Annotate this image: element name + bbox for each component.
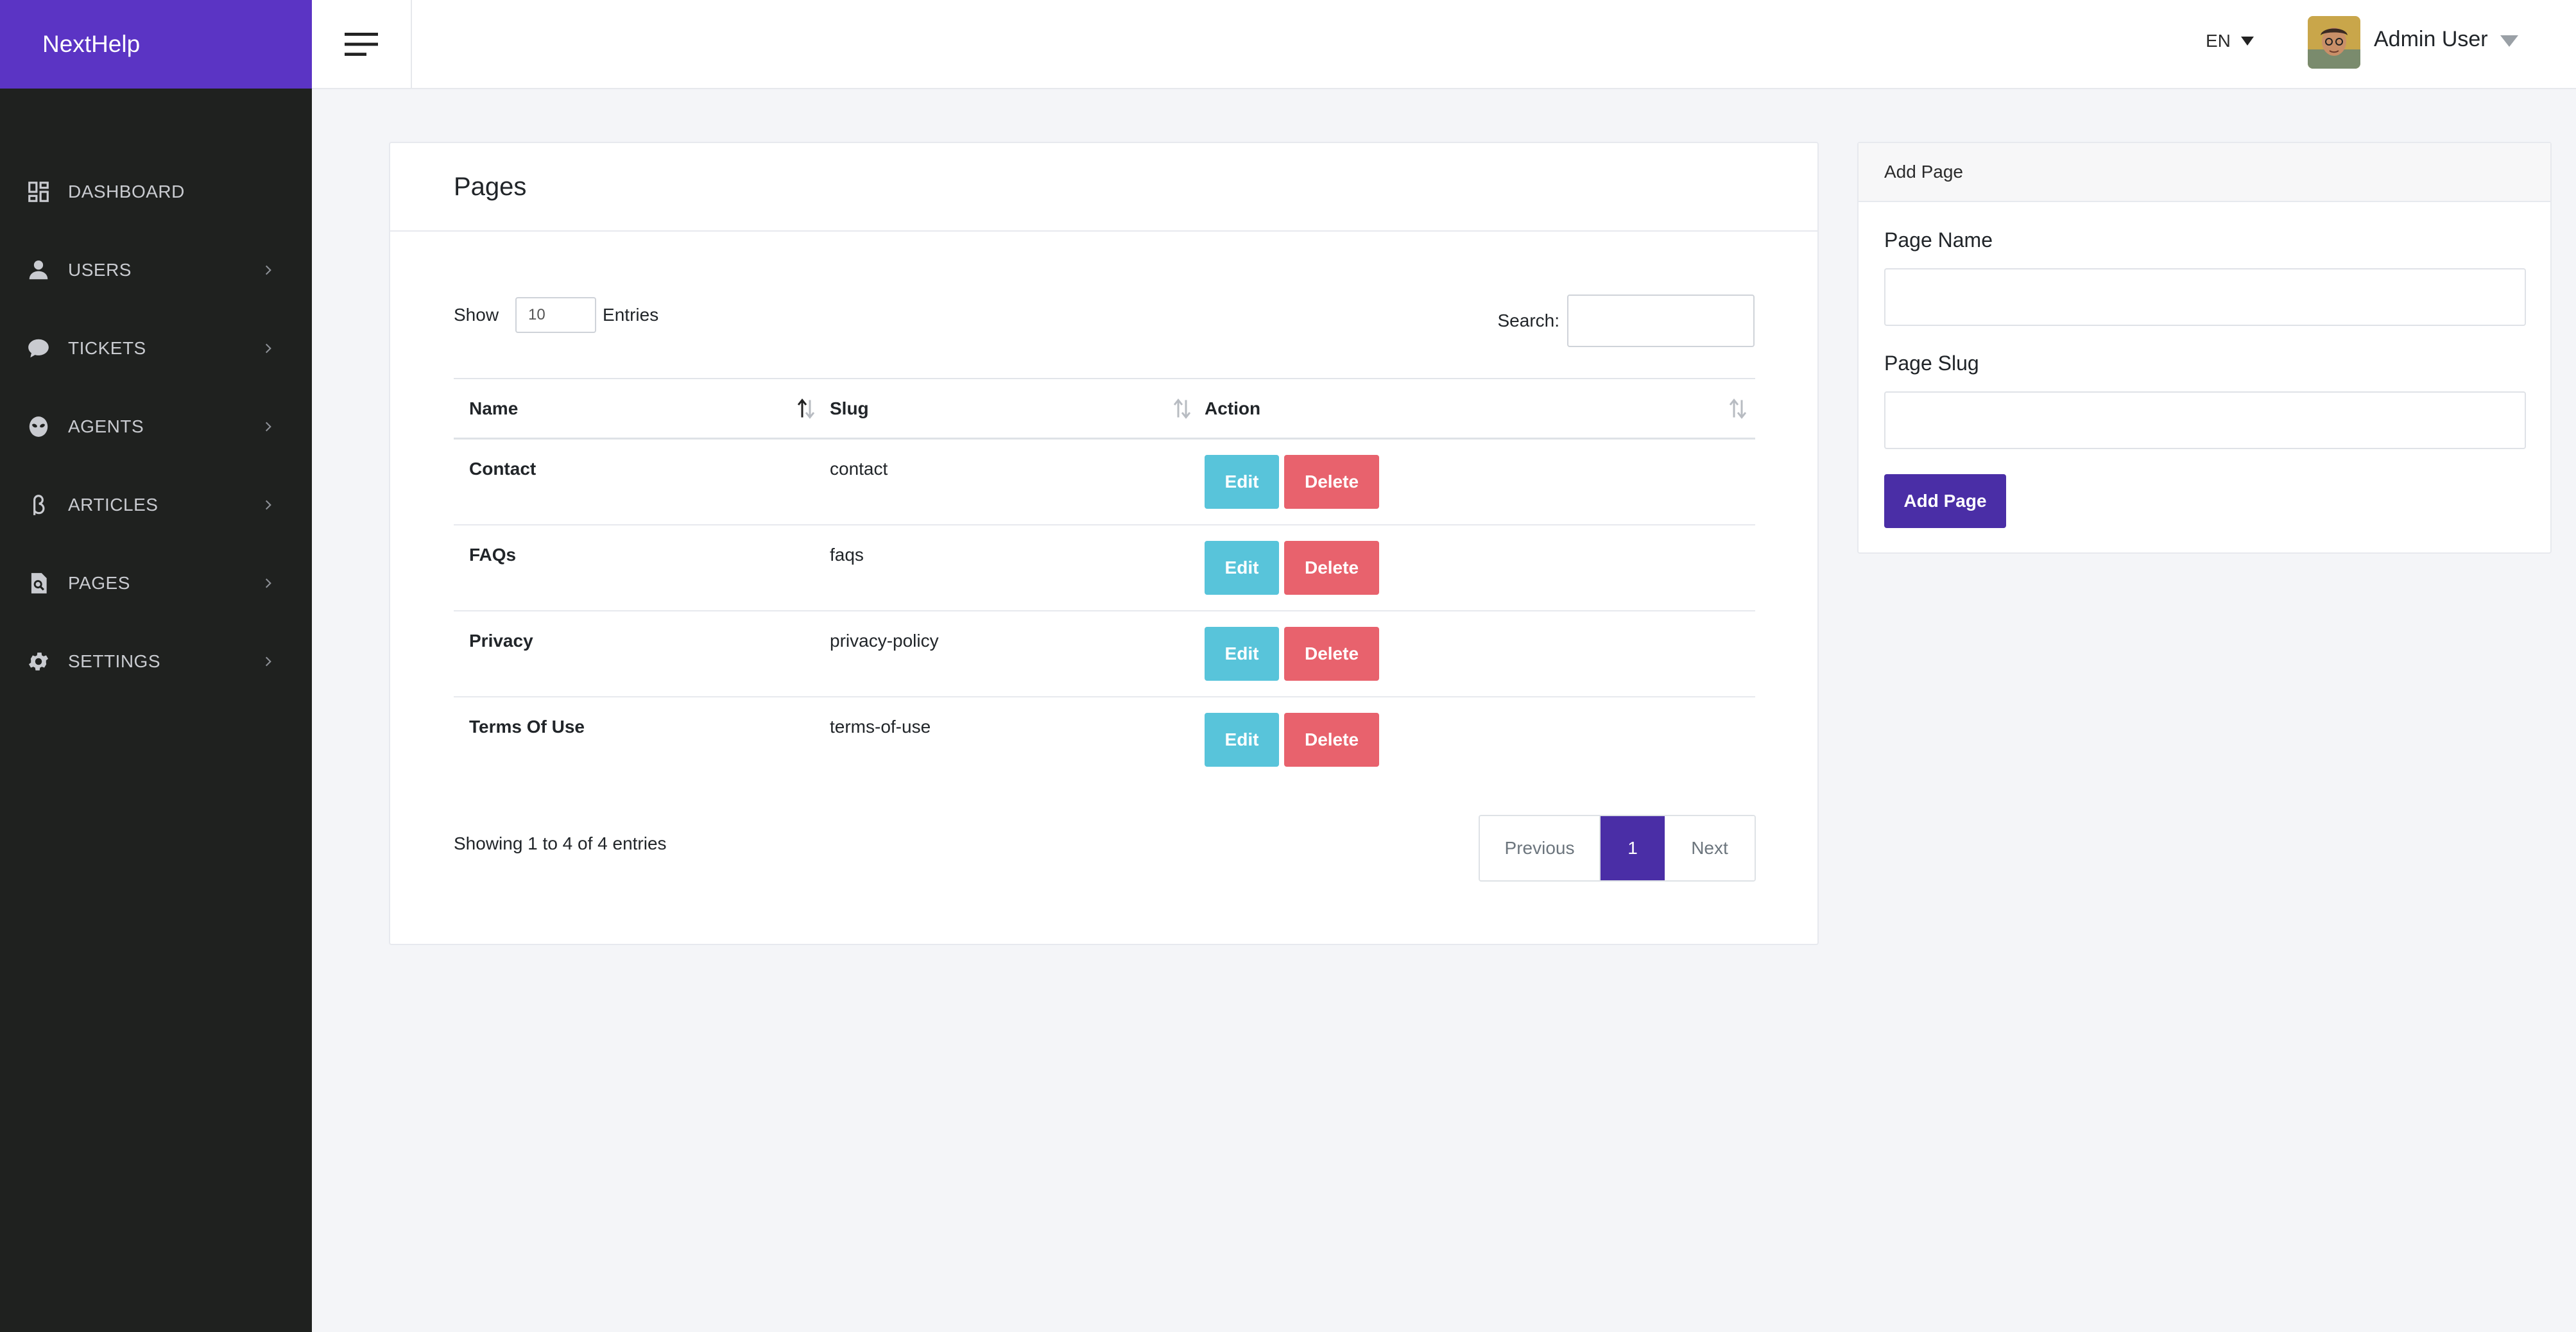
sidebar-item-label: TICKETS bbox=[68, 338, 146, 358]
chevron-right-icon bbox=[262, 264, 275, 277]
sidebar-item-label: ARTICLES bbox=[68, 495, 159, 515]
language-label: EN bbox=[2206, 31, 2231, 51]
cell-actions: Edit Delete bbox=[1205, 440, 1379, 509]
sidebar-item-label: AGENTS bbox=[68, 416, 144, 436]
pagination-page-1[interactable]: 1 bbox=[1601, 816, 1665, 880]
pages-card: Pages Show 10 Entries Search: Name Slug bbox=[389, 142, 1819, 945]
sidebar-item-label: USERS bbox=[68, 260, 132, 280]
cell-page-slug: faqs bbox=[830, 545, 864, 565]
delete-button[interactable]: Delete bbox=[1284, 627, 1379, 681]
sort-ascending-icon bbox=[796, 397, 816, 420]
delete-button[interactable]: Delete bbox=[1284, 713, 1379, 767]
show-label: Show bbox=[454, 305, 499, 325]
delete-button[interactable]: Delete bbox=[1284, 541, 1379, 595]
sidebar-item-label: PAGES bbox=[68, 573, 130, 593]
chevron-right-icon bbox=[262, 655, 275, 668]
caret-down-icon bbox=[2240, 37, 2254, 46]
entries-select[interactable]: 10 bbox=[515, 297, 597, 333]
sidebar-item-tickets[interactable]: TICKETS bbox=[0, 309, 312, 388]
brand-logo[interactable]: NextHelp bbox=[0, 0, 312, 89]
edit-button[interactable]: Edit bbox=[1205, 627, 1279, 681]
delete-button[interactable]: Delete bbox=[1284, 455, 1379, 509]
table-header: Name Slug Action bbox=[454, 378, 1755, 440]
add-page-header: Add Page bbox=[1859, 143, 2550, 202]
add-page-card: Add Page Page Name Page Slug Add Page bbox=[1857, 142, 2552, 554]
sidebar-item-settings[interactable]: SETTINGS bbox=[0, 622, 312, 701]
table-row: Privacy privacy-policy Edit Delete bbox=[454, 611, 1755, 697]
page-slug-input[interactable] bbox=[1884, 391, 2526, 449]
sidebar-item-users[interactable]: USERS bbox=[0, 231, 312, 309]
sidebar-item-pages[interactable]: PAGES bbox=[0, 544, 312, 622]
edit-button[interactable]: Edit bbox=[1205, 541, 1279, 595]
chevron-right-icon bbox=[262, 342, 275, 355]
search-input[interactable] bbox=[1567, 295, 1755, 347]
column-header-slug[interactable]: Slug bbox=[830, 379, 1205, 438]
chevron-right-icon bbox=[262, 499, 275, 511]
table-search: Search: bbox=[1498, 295, 1755, 347]
entries-label: Entries bbox=[603, 305, 659, 325]
sort-icon bbox=[1728, 397, 1747, 420]
table-row: Contact contact Edit Delete bbox=[454, 440, 1755, 525]
chevron-down-icon[interactable] bbox=[2500, 35, 2518, 47]
page-name-label: Page Name bbox=[1884, 228, 1993, 252]
dashboard-icon bbox=[26, 179, 51, 205]
user-icon bbox=[26, 257, 51, 283]
user-name[interactable]: Admin User bbox=[2374, 27, 2488, 51]
entries-control: Show 10 Entries bbox=[454, 297, 658, 333]
page-title: Pages bbox=[454, 172, 527, 201]
chat-bubble-icon bbox=[26, 336, 51, 361]
sidebar-nav: DASHBOARD USERS TICKETS AGENTS bbox=[0, 153, 312, 701]
pagination-previous-button[interactable]: Previous bbox=[1480, 816, 1601, 880]
sidebar-item-label: DASHBOARD bbox=[68, 182, 185, 201]
alien-icon bbox=[26, 414, 51, 440]
page-name-input[interactable] bbox=[1884, 268, 2526, 326]
sidebar-item-agents[interactable]: AGENTS bbox=[0, 388, 312, 466]
hamburger-icon bbox=[345, 32, 378, 56]
beta-icon bbox=[26, 492, 51, 518]
table-row: Terms Of Use terms-of-use Edit Delete bbox=[454, 697, 1755, 783]
cell-actions: Edit Delete bbox=[1205, 697, 1379, 767]
page-search-icon bbox=[26, 570, 51, 596]
menu-toggle-button[interactable] bbox=[312, 0, 412, 88]
cell-page-slug: privacy-policy bbox=[830, 631, 939, 651]
chevron-right-icon bbox=[262, 577, 275, 590]
add-page-button[interactable]: Add Page bbox=[1884, 474, 2006, 528]
pages-table: Name Slug Action Contact contact bbox=[454, 378, 1755, 783]
sort-icon bbox=[1172, 397, 1192, 420]
search-label: Search: bbox=[1497, 311, 1560, 330]
cell-page-name: Terms Of Use bbox=[469, 717, 585, 737]
avatar[interactable] bbox=[2308, 16, 2360, 69]
cell-page-slug: contact bbox=[830, 459, 888, 479]
sidebar-item-dashboard[interactable]: DASHBOARD bbox=[0, 153, 312, 231]
pagination: Previous 1 Next bbox=[1479, 815, 1756, 882]
column-header-name[interactable]: Name bbox=[454, 379, 830, 438]
pages-card-header: Pages bbox=[390, 143, 1817, 232]
cell-actions: Edit Delete bbox=[1205, 525, 1379, 595]
edit-button[interactable]: Edit bbox=[1205, 713, 1279, 767]
entries-value: 10 bbox=[528, 306, 545, 323]
gear-icon bbox=[26, 649, 51, 674]
cell-page-name: Privacy bbox=[469, 631, 533, 651]
table-info: Showing 1 to 4 of 4 entries bbox=[454, 833, 667, 853]
page-slug-label: Page Slug bbox=[1884, 352, 1979, 375]
sidebar-item-label: SETTINGS bbox=[68, 651, 161, 671]
table-row: FAQs faqs Edit Delete bbox=[454, 525, 1755, 611]
cell-actions: Edit Delete bbox=[1205, 611, 1379, 681]
cell-page-name: FAQs bbox=[469, 545, 517, 565]
sidebar: NextHelp DASHBOARD USERS TICKETS bbox=[0, 0, 312, 1332]
chevron-right-icon bbox=[262, 420, 275, 433]
brand-name: NextHelp bbox=[42, 31, 141, 57]
edit-button[interactable]: Edit bbox=[1205, 455, 1279, 509]
language-selector[interactable]: EN bbox=[2206, 28, 2254, 54]
topbar: EN Admin User bbox=[312, 0, 2576, 89]
sidebar-item-articles[interactable]: ARTICLES bbox=[0, 466, 312, 544]
cell-page-name: Contact bbox=[469, 459, 537, 479]
cell-page-slug: terms-of-use bbox=[830, 717, 931, 737]
column-header-action[interactable]: Action bbox=[1205, 379, 1755, 438]
pagination-next-button[interactable]: Next bbox=[1665, 816, 1755, 880]
